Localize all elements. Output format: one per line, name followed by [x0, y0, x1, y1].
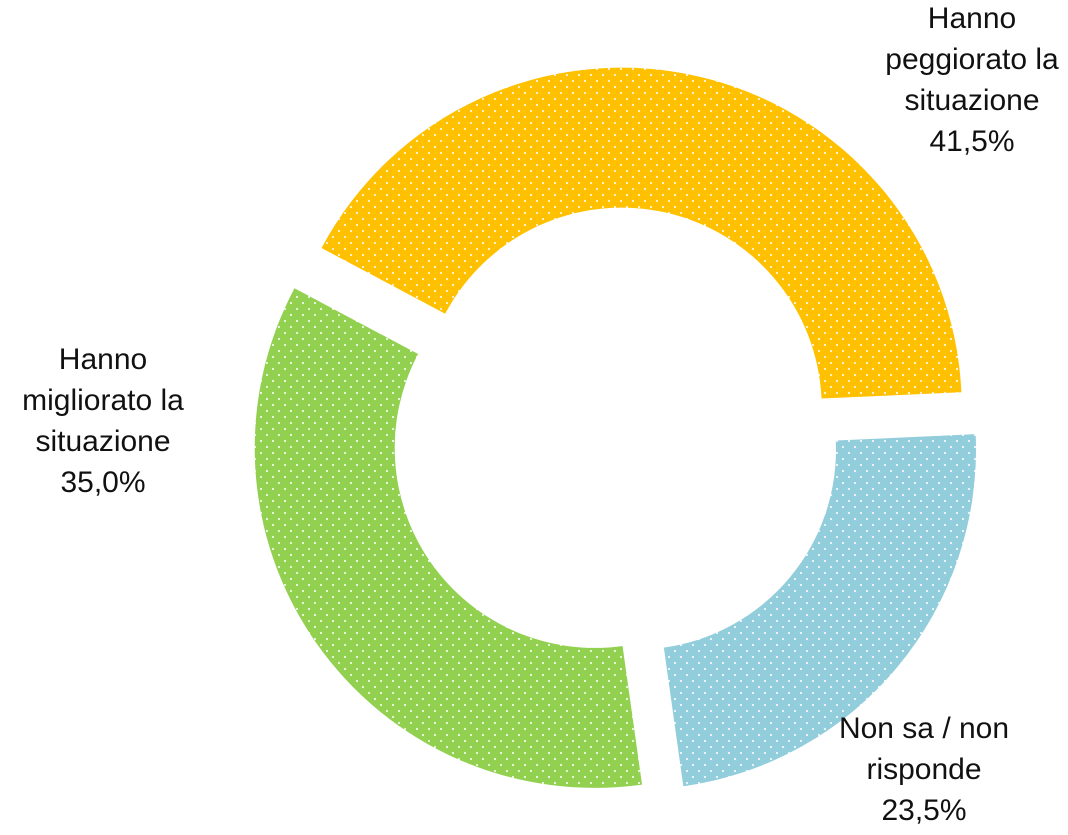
slice-label-non-sa: Non sa / non risponde 23,5% [784, 708, 1064, 831]
donut-slice-0 [321, 67, 962, 399]
slice-value: 23,5% [881, 794, 967, 827]
donut-slices [254, 67, 977, 788]
slice-label-peggiorato: Hanno peggiorato la situazione 41,5% [832, 0, 1068, 162]
donut-slice-1 [663, 434, 977, 787]
slice-name: Hanno migliorato la situazione [22, 343, 184, 458]
slice-value: 35,0% [60, 466, 146, 499]
slice-label-migliorato: Hanno migliorato la situazione 35,0% [0, 339, 243, 503]
slice-name: Non sa / non risponde [838, 712, 1010, 786]
slice-value: 41,5% [929, 125, 1015, 158]
slice-name: Hanno peggiorato la situazione [885, 2, 1059, 117]
donut-slice-2 [254, 288, 643, 788]
